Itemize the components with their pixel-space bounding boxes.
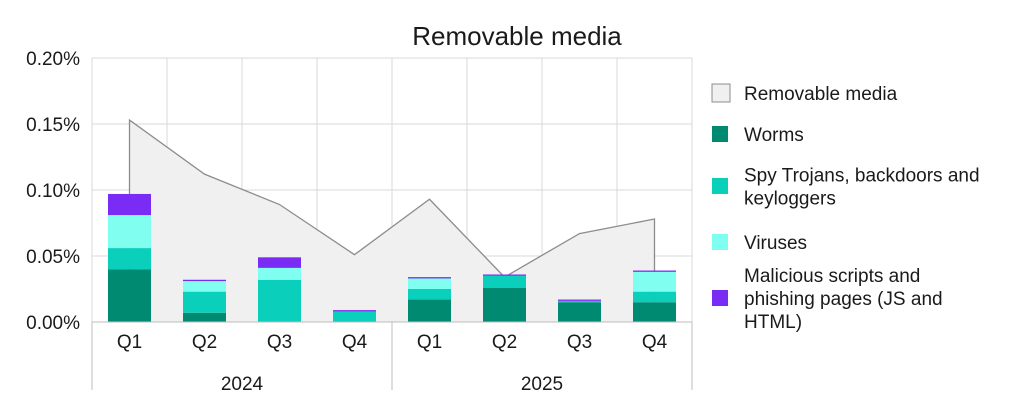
bar-segment-0	[633, 302, 676, 322]
bar-segment-2	[408, 278, 451, 289]
legend-label-line: keyloggers	[744, 189, 836, 210]
bar-segment-1	[408, 289, 451, 300]
bar-segment-2	[108, 215, 151, 249]
legend-label: Removable media	[744, 84, 898, 105]
y-tick-label: 0.05%	[26, 247, 80, 268]
legend-label: Viruses	[744, 233, 807, 254]
bar-segment-3	[108, 193, 151, 216]
x-tick-label: Q4	[342, 332, 368, 353]
x-tick-label: Q1	[117, 332, 142, 353]
legend-swatch	[712, 178, 728, 194]
bar-segment-1	[633, 291, 676, 303]
legend-label-line: Removable media	[744, 84, 898, 105]
legend-swatch	[712, 126, 728, 142]
legend-swatch	[712, 290, 728, 306]
legend-label-line: Spy Trojans, backdoors and	[744, 166, 980, 187]
x-tick-label: Q2	[492, 332, 517, 353]
group-label: 2024	[221, 374, 264, 395]
legend-label: Malicious scripts and phishing pages (JS …	[744, 266, 943, 333]
x-tick-label: Q3	[267, 332, 292, 353]
bar-segment-3	[258, 257, 301, 268]
legend: Removable media Worms Spy Trojans, backdoo…	[711, 83, 980, 333]
legend-swatch	[712, 234, 728, 250]
bar-segment-3	[183, 279, 226, 282]
legend-label-line: HTML)	[744, 312, 802, 333]
bar-segment-1	[258, 279, 301, 322]
bar-segment-2	[258, 267, 301, 280]
bar-segment-3	[333, 310, 376, 312]
legend-label-line: Viruses	[744, 233, 807, 254]
bar-segment-0	[483, 287, 526, 322]
x-tick-label: Q2	[192, 332, 217, 353]
legend-label-line: Malicious scripts and	[744, 266, 920, 287]
y-tick-label: 0.15%	[26, 115, 80, 136]
axes-layer: 0.00% 0.05% 0.10% 0.15% 0.20% Q1 Q2 Q3 Q4 Q1 Q2 Q3 Q…	[26, 49, 693, 395]
y-tick-label: 0.00%	[26, 313, 80, 334]
bar-segment-0	[183, 312, 226, 322]
bar-segment-1	[483, 275, 526, 288]
group-label: 2025	[521, 374, 563, 395]
x-tick-label: Q3	[567, 332, 592, 353]
bar-segment-0	[408, 299, 451, 322]
x-tick-label: Q1	[417, 332, 442, 353]
chart-title: Removable media	[412, 21, 622, 51]
bar-segment-0	[558, 302, 601, 322]
legend-swatch-removable-media	[711, 83, 731, 103]
bar-segment-3	[558, 299, 601, 301]
y-tick-label: 0.20%	[26, 49, 80, 70]
bar-segment-2	[183, 281, 226, 292]
bar-segment-1	[183, 291, 226, 313]
legend-label-line: Worms	[744, 125, 804, 146]
bar-segment-3	[633, 270, 676, 272]
x-tick-label: Q4	[642, 332, 668, 353]
bar-segment-1	[333, 311, 376, 322]
area-removable-media-line	[128, 118, 656, 322]
bar-segment-1	[108, 248, 151, 270]
legend-label: Worms	[744, 125, 804, 146]
bars-layer	[108, 193, 676, 322]
bar-segment-2	[633, 271, 676, 292]
y-tick-label: 0.10%	[26, 181, 80, 202]
legend-label: Spy Trojans, backdoors and keyloggers	[744, 166, 980, 210]
bar-segment-0	[108, 269, 151, 322]
bar-segment-3	[483, 274, 526, 276]
bar-segment-1	[558, 300, 601, 303]
bar-segment-3	[408, 277, 451, 279]
legend-label-line: phishing pages (JS and	[744, 289, 943, 310]
